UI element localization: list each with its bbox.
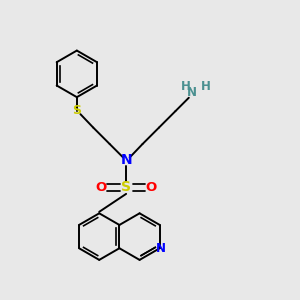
Text: N: N xyxy=(156,242,166,255)
Text: S: S xyxy=(72,104,81,117)
Text: S: S xyxy=(121,180,131,194)
Text: H: H xyxy=(201,80,211,93)
Text: N: N xyxy=(187,86,197,99)
Text: N: N xyxy=(120,154,132,167)
Text: H: H xyxy=(180,80,190,93)
Text: O: O xyxy=(95,181,106,194)
Text: O: O xyxy=(146,181,157,194)
